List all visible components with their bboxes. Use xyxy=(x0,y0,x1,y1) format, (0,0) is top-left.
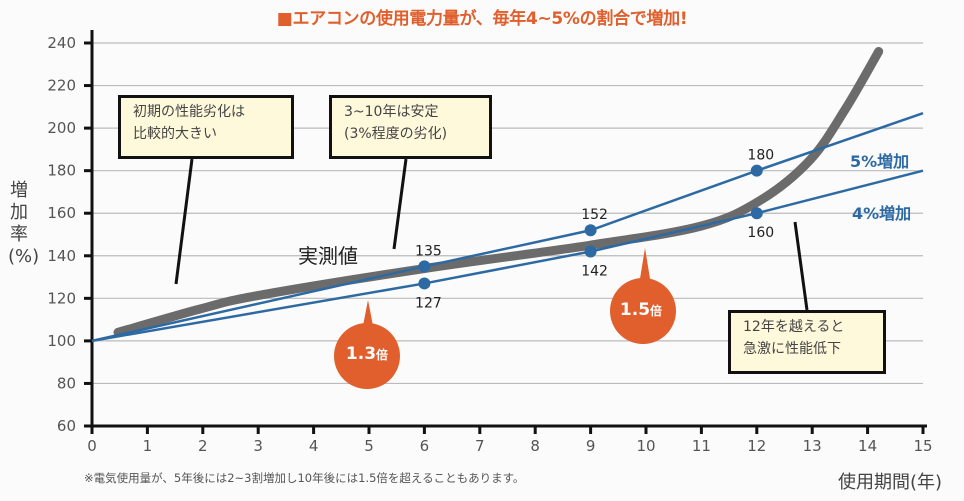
y-tick-label: 80 xyxy=(57,374,76,392)
x-tick-label: 12 xyxy=(747,437,766,455)
badge-value: 1.3 xyxy=(345,344,377,364)
series-measured xyxy=(113,47,884,337)
legend-4pct: 4%増加 xyxy=(852,204,912,223)
data-point xyxy=(750,164,763,177)
x-tick-label: 2 xyxy=(198,437,208,455)
data-point xyxy=(584,245,597,258)
badge-value: 1.5 xyxy=(619,300,651,320)
y-tick-label: 200 xyxy=(47,119,76,137)
note-after-12-years: 12年を越えると 急激に性能低下 xyxy=(728,310,886,374)
chart-title: ■エアコンの使用電力量が、毎年4~5%の割合で増加! xyxy=(276,9,688,29)
badge-1-3x-circle xyxy=(334,323,400,389)
y-tick-label: 240 xyxy=(47,34,76,52)
legend-5pct: 5%増加 xyxy=(850,152,910,171)
x-tick-label: 6 xyxy=(420,437,430,455)
y-tick-label: 180 xyxy=(47,162,76,180)
x-tick-label: 13 xyxy=(803,437,822,455)
x-tick-label: 4 xyxy=(309,437,319,455)
note-line: 3~10年は安定 xyxy=(344,104,439,120)
badge-unit: 倍 xyxy=(376,348,389,362)
x-tick-label: 15 xyxy=(913,437,932,455)
data-point xyxy=(418,277,431,290)
x-tick-label: 0 xyxy=(87,437,97,455)
y-tick-label: 220 xyxy=(47,77,76,95)
measured-label: 実測値 xyxy=(298,244,358,268)
leader-line xyxy=(793,221,809,311)
leader-line xyxy=(174,158,194,285)
badge-1-3x: 1.3倍 xyxy=(332,344,402,364)
x-tick-label: 11 xyxy=(692,437,711,455)
badge-1-5x-circle xyxy=(610,278,676,344)
x-axis-label: 使用期間(年) xyxy=(837,472,942,493)
y-tick-label: 100 xyxy=(47,332,76,350)
y-tick-label: 120 xyxy=(47,289,76,307)
note-line: (3%程度の劣化) xyxy=(344,126,448,142)
note-line: 初期の性能劣化は xyxy=(133,104,245,120)
note-line: 急激に性能低下 xyxy=(743,341,841,357)
y-axis-label: 増加率(%) xyxy=(8,180,40,267)
badge-unit: 倍 xyxy=(650,304,663,318)
x-tick-label: 14 xyxy=(858,437,877,455)
data-label: 152 xyxy=(581,207,608,223)
note-stable-period: 3~10年は安定 (3%程度の劣化) xyxy=(329,95,492,159)
data-label: 180 xyxy=(747,148,774,164)
badge-1-5x: 1.5倍 xyxy=(606,300,676,320)
data-point xyxy=(418,260,431,273)
data-label: 127 xyxy=(415,295,442,311)
x-tick-label: 5 xyxy=(364,437,374,455)
x-tick-label: 8 xyxy=(530,437,540,455)
x-tick-label: 7 xyxy=(475,437,485,455)
data-label: 160 xyxy=(747,225,774,241)
data-point xyxy=(584,224,597,237)
data-point xyxy=(750,207,763,220)
x-tick-label: 10 xyxy=(636,437,655,455)
y-tick-label: 160 xyxy=(47,204,76,222)
note-line: 12年を越えると xyxy=(743,319,845,335)
x-tick-label: 3 xyxy=(253,437,263,455)
x-tick-label: 9 xyxy=(586,437,596,455)
data-label: 135 xyxy=(415,243,442,259)
y-tick-label: 60 xyxy=(57,417,76,435)
note-line: 比較的大きい xyxy=(133,126,217,142)
x-tick-label: 1 xyxy=(143,437,153,455)
note-early-degradation: 初期の性能劣化は 比較的大きい xyxy=(118,95,294,159)
data-label: 142 xyxy=(581,264,608,280)
leader-line xyxy=(392,158,408,250)
footnote: ※電気使用量が、5年後には2~3割増加し10年後には1.5倍を超えることもありま… xyxy=(84,471,525,485)
y-tick-label: 140 xyxy=(47,247,76,265)
